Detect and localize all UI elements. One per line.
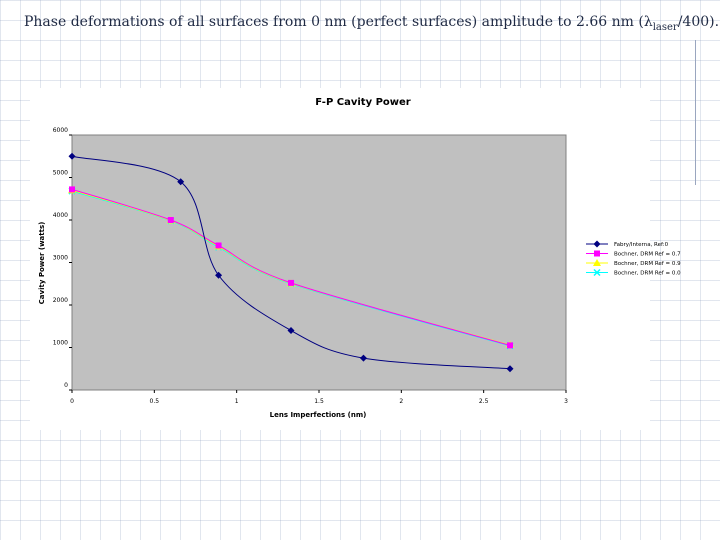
legend-marker <box>593 268 601 277</box>
x-tick-label: 1 <box>235 398 239 405</box>
legend-label: Bochner, DRM Ref = 0.7 <box>614 252 681 258</box>
series-line <box>71 155 511 370</box>
x-tick-label: 2.5 <box>479 398 489 405</box>
legend-marker <box>593 240 601 248</box>
legend-label: Fabry/Interna, Ref:0 <box>614 242 669 248</box>
data-point <box>68 152 76 160</box>
y-tick-label: 1000 <box>53 340 68 347</box>
series-line <box>71 188 511 346</box>
y-tick-label: 3000 <box>53 255 68 262</box>
decorative-line-right <box>695 40 696 185</box>
x-tick-label: 0 <box>70 398 74 405</box>
data-point <box>288 279 295 286</box>
x-axis-label: Lens Imperfections (nm) <box>270 411 367 419</box>
data-point <box>507 342 514 349</box>
chart-title: F-P Cavity Power <box>315 97 411 108</box>
axes: 0 0.5 1 1.5 2 2.5 3 0 1000 2000 3000 4000 5000 6000 <box>53 127 568 405</box>
x-tick-label: 1.5 <box>314 398 324 405</box>
series <box>69 186 514 349</box>
y-axis-label: Cavity Power (watts) <box>38 222 46 305</box>
data-point <box>177 178 185 186</box>
series <box>68 152 514 373</box>
y-tick-label: 4000 <box>53 212 68 219</box>
legend-label: Bochner, DRM Ref = 0.0 <box>614 271 681 277</box>
x-tick-label: 0.5 <box>150 398 160 405</box>
data-point <box>69 186 75 193</box>
y-tick-label: 5000 <box>53 170 68 177</box>
data-point <box>167 217 174 223</box>
legend: Fabry/Interna, Ref:0 Bochner, DRM Ref = 0… <box>586 240 681 277</box>
x-tick-label: 2 <box>399 398 403 405</box>
data-point <box>506 365 514 373</box>
y-tick-label: 2000 <box>53 297 68 304</box>
legend-label: Bochner, DRM Ref = 0.9 <box>614 261 681 267</box>
x-tick-label: 3 <box>564 398 568 405</box>
data-point <box>287 327 295 334</box>
y-tick-label: 6000 <box>53 127 68 134</box>
slide-title-main: Phase deformations of all surfaces from … <box>24 14 644 30</box>
legend-marker <box>593 259 601 266</box>
slide-title-end: /400). <box>677 14 720 30</box>
data-point <box>215 271 223 279</box>
plot-area <box>71 134 567 391</box>
data-point <box>215 242 222 249</box>
lambda-symbol: λ <box>643 14 653 30</box>
slide-title: Phase deformations of all surfaces from … <box>24 14 719 33</box>
lambda-subscript: laser <box>652 21 678 33</box>
y-tick-label: 0 <box>64 382 68 389</box>
legend-marker <box>594 250 600 257</box>
data-point <box>359 354 367 362</box>
series-group <box>68 152 515 373</box>
